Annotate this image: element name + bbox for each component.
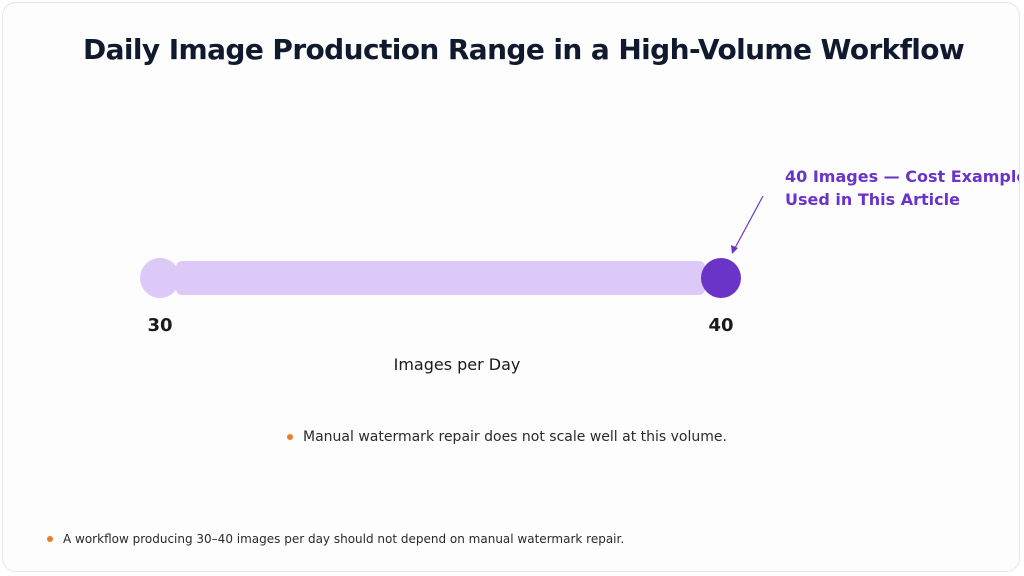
callout-arrowhead xyxy=(731,245,738,254)
tick-label-max: 40 xyxy=(708,315,734,336)
note-text: Manual watermark repair does not scale w… xyxy=(303,429,727,445)
range-start-dot xyxy=(140,258,180,298)
note-bullet-icon xyxy=(287,434,293,440)
annotation-line-2: Used in This Article xyxy=(785,190,960,209)
footnote-text: A workflow producing 30–40 images per da… xyxy=(63,532,625,546)
range-end-dot xyxy=(701,258,741,298)
footnote: A workflow producing 30–40 images per da… xyxy=(47,532,624,546)
range-chart xyxy=(140,195,764,298)
highlight-annotation: 40 Images — Cost Example Used in This Ar… xyxy=(785,165,1020,211)
footnote-bullet-icon xyxy=(47,536,53,542)
key-note: Manual watermark repair does not scale w… xyxy=(287,429,727,445)
x-axis-label: Images per Day xyxy=(393,355,521,374)
tick-label-min: 30 xyxy=(147,315,173,336)
chart-title: Daily Image Production Range in a High-V… xyxy=(83,33,965,66)
annotation-line-1: 40 Images — Cost Example xyxy=(785,167,1020,186)
range-bar xyxy=(176,261,705,295)
callout-arrow-line xyxy=(734,195,764,249)
